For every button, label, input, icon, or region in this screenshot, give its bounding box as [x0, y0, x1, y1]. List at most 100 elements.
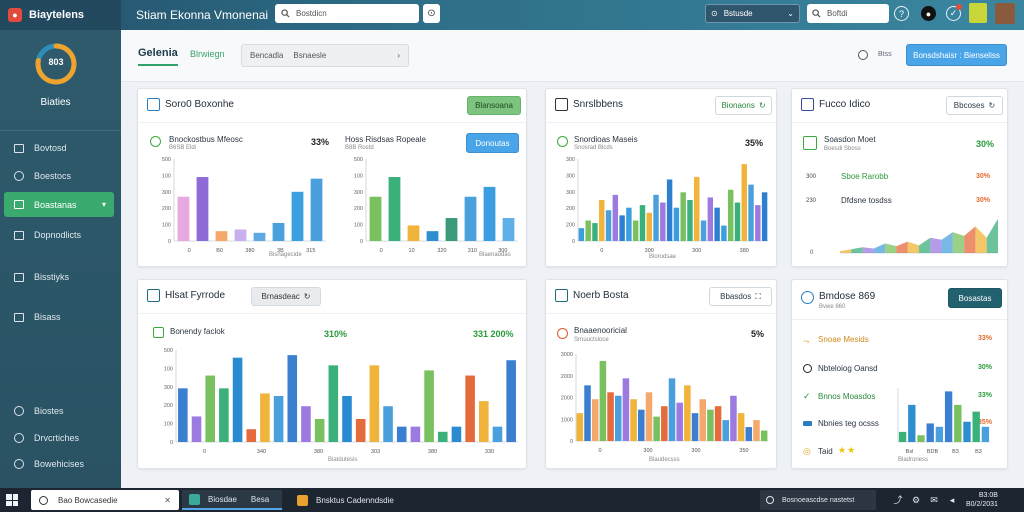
- clock-icon[interactable]: [858, 50, 868, 60]
- bar: [730, 395, 737, 441]
- right-chart-sub: B8B Rostd: [345, 145, 374, 151]
- bar: [424, 370, 434, 442]
- x-tick-label: 380: [740, 248, 749, 254]
- brand[interactable]: ● Biaytelens: [0, 0, 121, 30]
- bar: [741, 164, 747, 241]
- left-chart-label: Bnockostbus Mfeosc: [169, 135, 243, 144]
- secondary-search-input[interactable]: Boftdi: [807, 4, 889, 23]
- tab-design[interactable]: Blrwiegn: [190, 49, 225, 59]
- y-tick-label: 100: [354, 223, 363, 229]
- bar: [506, 360, 516, 442]
- x-tick-label: 3B: [277, 248, 284, 254]
- bar: [260, 393, 270, 442]
- bar: [191, 416, 202, 442]
- bar: [287, 355, 298, 442]
- bar: [492, 426, 503, 442]
- bar: [898, 431, 907, 442]
- sidebar-bottom-item-3[interactable]: Bowehicises: [4, 452, 114, 476]
- summary-row-value: 33%: [978, 392, 993, 399]
- bar: [755, 205, 761, 241]
- card-action-button[interactable]: Bbcoses ↻: [946, 96, 1003, 115]
- chart-sub: Boesdi Sboss: [824, 146, 861, 152]
- bar-icon: [803, 421, 812, 426]
- network-icon[interactable]: ⤴: [893, 495, 903, 505]
- sidebar-item-4[interactable]: Dopnodlicts: [4, 223, 114, 247]
- sidebar-item-2[interactable]: Boestocs: [4, 164, 114, 188]
- app-icon: [189, 493, 200, 505]
- right-chart-button[interactable]: Donoutas: [466, 133, 519, 153]
- moon-icon[interactable]: ●: [921, 6, 936, 21]
- bar: [714, 207, 720, 241]
- primary-action-button[interactable]: Bonsdshaisr : Bienseliss: [906, 44, 1007, 66]
- card-action-button[interactable]: Bbasdos ⛶: [709, 287, 772, 306]
- bar: [727, 189, 734, 241]
- view-select[interactable]: Bencadla Bsnaesle ›: [241, 44, 409, 67]
- taskbar-app-browser[interactable]: Bnsktus Cadenndsdie: [290, 490, 401, 510]
- notification-icon[interactable]: ✓: [946, 6, 961, 21]
- x-tick-label: B3: [975, 449, 982, 455]
- help-icon[interactable]: ?: [894, 6, 909, 21]
- tab-general[interactable]: Gelenia: [138, 47, 178, 66]
- chart-left-bars: 500 100 300 200 100 0 0 B0 380 3B 315: [162, 157, 326, 254]
- chart-sub: Srnuuctsloce: [574, 337, 609, 343]
- sidebar-bottom-item-1[interactable]: Biostes: [4, 399, 114, 423]
- chart-sub: Snosrad Blcds: [574, 145, 613, 151]
- area-segment: [986, 218, 998, 253]
- chevron-down-icon: ⌄: [787, 9, 794, 18]
- refresh-button[interactable]: ⊙: [423, 4, 440, 23]
- bar: [935, 426, 944, 442]
- card-title: Bmdose 869: [819, 291, 876, 302]
- secondary-search-placeholder: Boftdi: [827, 9, 848, 18]
- sidebar-bottom-item-2[interactable]: Drvcrtiches: [4, 426, 114, 450]
- sidebar-item-6[interactable]: Bisass: [4, 305, 114, 329]
- summary-row-value: 33%: [978, 335, 993, 342]
- bar: [707, 197, 714, 241]
- y-tick-label: 500: [164, 348, 173, 354]
- status-icon: [150, 136, 161, 147]
- bar: [605, 210, 612, 241]
- card-action-button[interactable]: Bosastas: [948, 288, 1002, 308]
- sidebar-item-label: Biostes: [34, 406, 64, 416]
- chart-label: Bonendy faclok: [170, 327, 225, 336]
- bar: [748, 184, 754, 241]
- y-tick-label: 200: [566, 223, 575, 229]
- taskbar-app-label: Bnsktus Cadenndsdie: [316, 495, 394, 505]
- tray-search[interactable]: Bosnoeascdse nastetst: [760, 490, 876, 510]
- close-icon[interactable]: ✕: [164, 495, 171, 505]
- settings-icon[interactable]: ⚙: [911, 495, 921, 505]
- avatar[interactable]: [995, 3, 1015, 24]
- bar: [760, 430, 768, 441]
- search-icon: [281, 9, 290, 18]
- sidebar-divider: [0, 130, 121, 131]
- monitor-icon: [14, 143, 24, 153]
- taskbar-app-dashboard[interactable]: Biosdae Besa: [182, 490, 282, 510]
- org-icon: ⊙: [711, 9, 718, 18]
- x-tick-label: Bsl: [906, 449, 914, 455]
- card-action-button[interactable]: Bionaons ↻: [715, 96, 772, 115]
- bar: [981, 426, 990, 442]
- sidebar-item-1[interactable]: Bovtosd: [4, 136, 114, 160]
- taskbar-search-input[interactable]: Bao Bowcasedie ✕: [31, 490, 179, 510]
- bar: [761, 192, 768, 241]
- area-segment: [851, 247, 863, 253]
- sidebar-item-3[interactable]: Boastanas ▾: [4, 192, 114, 217]
- notification-icon[interactable]: ✉: [930, 495, 938, 505]
- org-select[interactable]: ⊙ Bstusde ⌄: [705, 4, 800, 23]
- y-tick-label: 100: [354, 173, 363, 179]
- volume-icon[interactable]: ◂: [949, 495, 955, 505]
- y-tick-label: 500: [354, 157, 363, 163]
- card-icon: [147, 98, 160, 111]
- search-icon: [39, 495, 48, 505]
- app-tile-icon[interactable]: [969, 3, 987, 23]
- summary-row-value: 35%: [978, 419, 993, 426]
- bar: [676, 402, 683, 441]
- bar: [646, 212, 652, 241]
- card-action-button[interactable]: Blansoana: [467, 96, 521, 115]
- bar: [177, 196, 190, 241]
- search-input[interactable]: Bostdicn: [275, 4, 419, 23]
- start-button-icon[interactable]: [6, 494, 18, 506]
- card-action-button[interactable]: Brnasdeac ↻: [251, 287, 321, 306]
- chart-wide-bars: 500 100 300 200 100 0 0 340 380 303 380 330: [164, 348, 518, 455]
- sidebar-item-5[interactable]: Bisstiyks: [4, 265, 114, 289]
- expand-icon: ⛶: [755, 291, 761, 301]
